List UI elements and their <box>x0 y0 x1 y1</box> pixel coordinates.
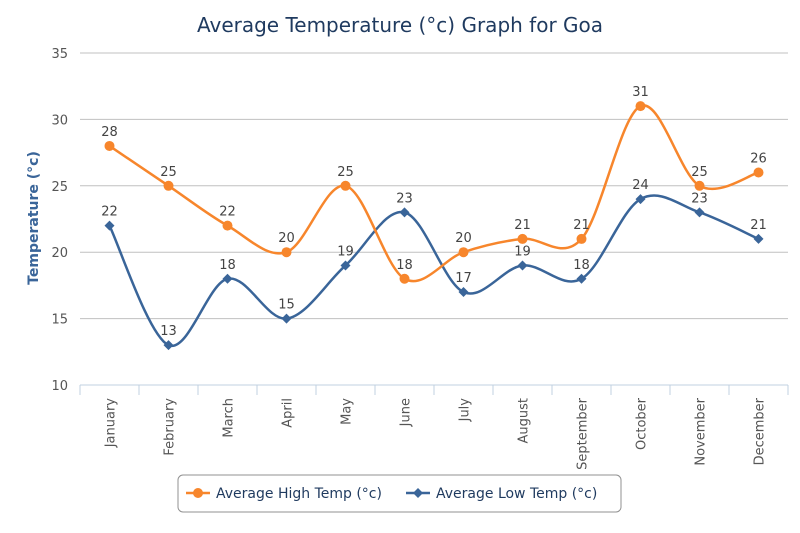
data-label: 26 <box>750 152 767 167</box>
data-point[interactable] <box>635 194 646 205</box>
x-tick-label: September <box>576 397 591 470</box>
y-tick-label: 35 <box>51 47 68 62</box>
data-point[interactable] <box>753 233 764 244</box>
x-tick-label: July <box>458 398 473 423</box>
data-point[interactable] <box>458 287 469 298</box>
legend-label: Average Low Temp (°c) <box>436 486 597 502</box>
x-tick-label: October <box>635 397 650 450</box>
data-point[interactable] <box>576 233 587 244</box>
data-label: 17 <box>455 271 472 286</box>
chart-title: Average Temperature (°c) Graph for Goa <box>197 13 603 37</box>
legend-item-high[interactable]: Average High Temp (°c) <box>186 486 382 502</box>
x-tick-label: June <box>399 398 414 427</box>
x-tick-label: March <box>222 398 237 438</box>
data-point[interactable] <box>753 167 764 178</box>
data-label: 19 <box>337 244 354 259</box>
data-point[interactable] <box>281 247 292 258</box>
y-axis-ticks: 10 15 20 25 30 35 <box>51 47 68 394</box>
data-point[interactable] <box>222 220 233 231</box>
data-label: 18 <box>219 258 236 273</box>
data-label: 22 <box>101 205 118 220</box>
data-point[interactable] <box>163 180 174 191</box>
y-tick-label: 25 <box>51 180 68 195</box>
data-label: 21 <box>573 218 590 233</box>
data-point[interactable] <box>163 340 174 351</box>
x-tick-label: December <box>753 397 768 465</box>
data-label: 13 <box>160 324 177 339</box>
x-tick-label: November <box>694 397 709 465</box>
legend-item-low[interactable]: Average Low Temp (°c) <box>406 486 597 502</box>
data-point[interactable] <box>281 313 292 324</box>
data-point[interactable] <box>222 273 233 284</box>
data-label: 18 <box>573 258 590 273</box>
data-point[interactable] <box>104 220 115 231</box>
data-point[interactable] <box>104 140 115 151</box>
y-tick-label: 15 <box>51 313 68 328</box>
data-label: 25 <box>337 165 354 180</box>
x-tick-label: April <box>281 398 296 428</box>
y-tick-label: 10 <box>51 379 68 394</box>
data-label: 24 <box>632 178 649 193</box>
data-point[interactable] <box>517 233 528 244</box>
data-labels: 22 13 18 15 19 23 17 19 18 24 23 21 28 25 22 20 25 18 20 21… <box>101 85 767 339</box>
y-tick-label: 30 <box>51 113 68 128</box>
data-label: 19 <box>514 244 531 259</box>
series-low <box>104 194 764 351</box>
legend-box <box>177 474 622 513</box>
data-label: 23 <box>691 191 708 206</box>
y-tick-label: 20 <box>51 246 68 261</box>
data-point[interactable] <box>399 207 410 218</box>
data-point[interactable] <box>576 273 587 284</box>
y-axis-label: Temperature (°c) <box>26 151 42 285</box>
data-label: 15 <box>278 298 295 313</box>
data-point[interactable] <box>694 207 705 218</box>
legend-label: Average High Temp (°c) <box>216 486 382 502</box>
series-high <box>104 101 764 284</box>
data-point[interactable] <box>517 260 528 271</box>
data-label: 21 <box>750 218 767 233</box>
x-tick-label: August <box>517 398 532 444</box>
data-label: 31 <box>632 85 649 100</box>
data-label: 18 <box>396 258 413 273</box>
data-label: 21 <box>514 218 531 233</box>
series-line <box>108 104 759 283</box>
data-point[interactable] <box>340 260 351 271</box>
data-point[interactable] <box>694 180 705 191</box>
legend-marker <box>413 488 423 498</box>
data-point[interactable] <box>399 273 410 284</box>
data-label: 20 <box>455 231 472 246</box>
data-label: 20 <box>278 231 295 246</box>
legend-marker <box>193 488 203 498</box>
x-tick-label: May <box>340 398 355 425</box>
series-layer <box>104 101 764 351</box>
data-point[interactable] <box>340 180 351 191</box>
x-axis: January February March April May June July Augu… <box>79 385 789 470</box>
data-point[interactable] <box>635 101 646 112</box>
legend[interactable]: Average High Temp (°c) Average Low Temp (… <box>177 474 622 513</box>
x-tick-label: February <box>163 398 178 456</box>
data-label: 22 <box>219 205 236 220</box>
data-label: 28 <box>101 125 118 140</box>
data-point[interactable] <box>458 247 469 258</box>
data-label: 25 <box>160 165 177 180</box>
x-tick-label: January <box>104 398 119 449</box>
data-label: 23 <box>396 191 413 206</box>
data-label: 25 <box>691 165 708 180</box>
